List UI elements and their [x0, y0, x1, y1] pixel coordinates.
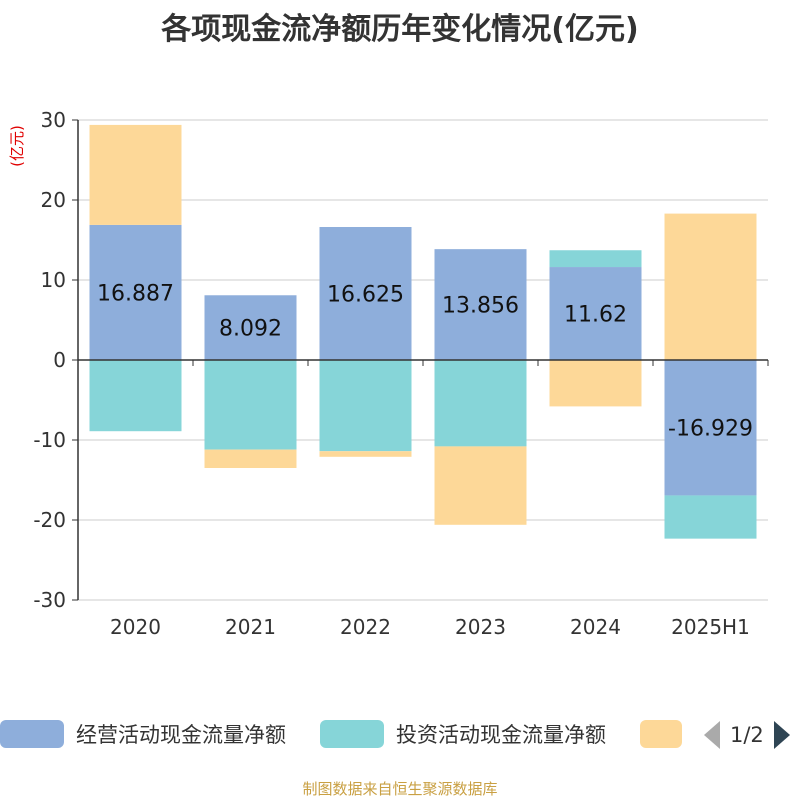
- data-label: 8.092: [219, 317, 282, 342]
- y-tick-label: 10: [41, 268, 66, 292]
- legend-label-operating: 经营活动现金流量净额: [76, 723, 286, 747]
- bar-series0-2024: [549, 267, 642, 360]
- bar-series1-2022: [319, 360, 412, 452]
- y-tick-label: 0: [53, 348, 66, 372]
- legend: 经营活动现金流量净额 投资活动现金流量净额: [0, 716, 800, 756]
- bar-series1-2020: [89, 360, 182, 432]
- bar-series0-2025H1: [664, 360, 757, 496]
- data-label: 13.856: [442, 294, 519, 319]
- legend-swatch-financing: [640, 720, 682, 748]
- y-tick-label: -30: [33, 588, 66, 612]
- chart-title: 各项现金流净额历年变化情况(亿元): [161, 12, 639, 47]
- legend-next-arrow-icon[interactable]: [773, 721, 790, 749]
- legend-item-investing[interactable]: 投资活动现金流量净额: [320, 716, 606, 752]
- bar-series2-2025H1: [664, 213, 757, 360]
- data-label: 16.625: [327, 283, 404, 308]
- bar-series1-2024: [549, 250, 642, 268]
- legend-item-operating[interactable]: 经营活动现金流量净额: [0, 716, 286, 752]
- x-tick-label: 2020: [110, 615, 161, 639]
- legend-prev-arrow-icon[interactable]: [704, 721, 720, 749]
- x-tick-label: 2025H1: [671, 615, 750, 639]
- x-tick-label: 2021: [225, 615, 276, 639]
- y-tick-label: 30: [41, 108, 66, 132]
- legend-label-investing: 投资活动现金流量净额: [396, 723, 606, 747]
- bar-series2-2023: [434, 446, 527, 525]
- bar-series0-2023: [434, 249, 527, 360]
- legend-pager: 1/2: [704, 718, 790, 752]
- axes: 30 20 10 0 -10 -20 -30 2020 2021 2022 2023 2024 2025…: [33, 108, 769, 639]
- bar-series2-2024: [549, 360, 642, 407]
- bar-series2-2021: [204, 449, 297, 468]
- bar-series1-2023: [434, 360, 527, 447]
- y-tick-label: -10: [33, 428, 66, 452]
- bar-series1-2025H1: [664, 495, 757, 539]
- x-tick-label: 2022: [340, 615, 391, 639]
- data-source: 制图数据来自恒生聚源数据库: [302, 780, 498, 798]
- x-tick-label: 2023: [455, 615, 506, 639]
- y-axis-label: (亿元): [8, 125, 26, 167]
- bar-series1-2021: [204, 360, 297, 450]
- y-tick-label: 20: [41, 188, 66, 212]
- data-label: -16.929: [668, 417, 753, 442]
- data-label: 16.887: [97, 281, 174, 306]
- bar-series0-2021: [204, 295, 297, 360]
- y-tick-label: -20: [33, 508, 66, 532]
- legend-page-indicator: 1/2: [730, 723, 764, 747]
- grid-lines: [78, 119, 768, 601]
- bar-series0-2020: [89, 224, 182, 360]
- x-tick-label: 2024: [570, 615, 621, 639]
- legend-swatch-operating: [0, 720, 64, 748]
- legend-swatch-investing: [320, 720, 384, 748]
- bar-series0-2022: [319, 227, 412, 360]
- bar-series2-2020: [89, 124, 182, 225]
- data-label: 11.62: [564, 303, 627, 328]
- data-labels: 16.887 8.092 16.625 13.856 11.62 -16.929: [97, 281, 753, 441]
- legend-item-financing[interactable]: [640, 716, 694, 752]
- bar-series2-2022: [319, 451, 412, 457]
- bars: [89, 124, 757, 539]
